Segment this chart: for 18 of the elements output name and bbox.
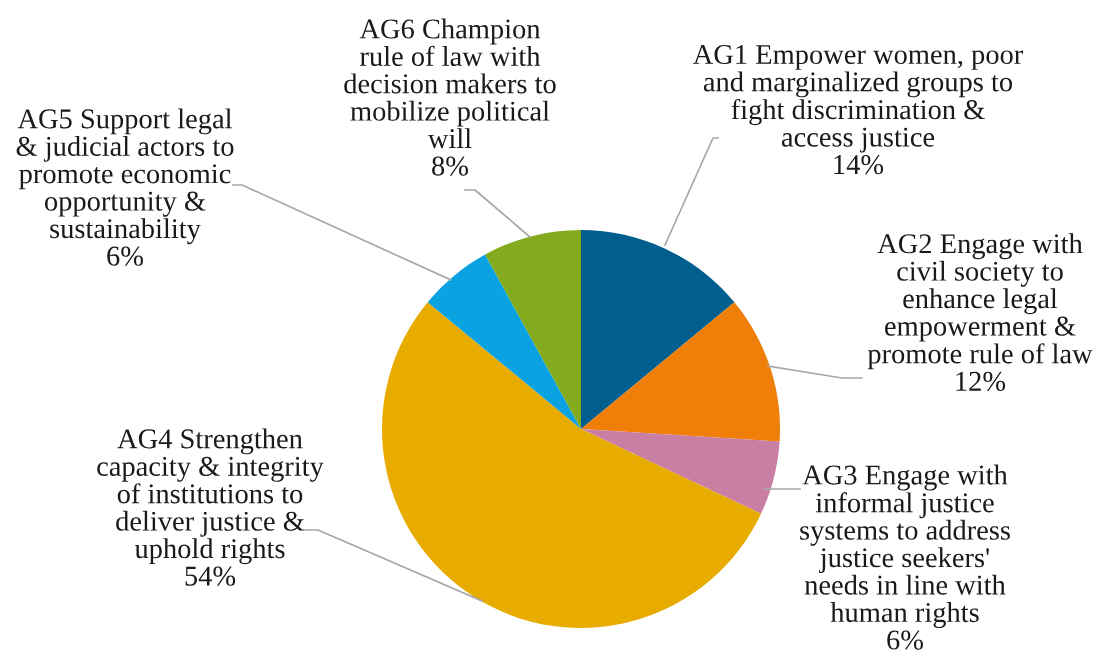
data-label: 12% xyxy=(956,371,1006,391)
pie-slice xyxy=(485,230,581,429)
data-label: 6% xyxy=(887,630,924,650)
data-label: 8% xyxy=(432,156,469,176)
slice-label: AG6 Champion rule of law with decision makers to mobilize political will xyxy=(344,18,556,149)
pie-slice xyxy=(581,429,780,514)
slice-label: AG5 Support legal & judicial actors to promote economic opportunity & sustainability xyxy=(16,108,234,245)
data-label: 14% xyxy=(834,154,884,175)
slice-label: AG1 Empower women, poor and marginalized groups to fight discrimination & access justice xyxy=(693,44,1024,153)
pie-slice xyxy=(427,254,581,429)
data-label: 54% xyxy=(185,566,236,586)
slice-label: AG3 Engage with informal justice systems to address justice seekers' needs in line with human rights xyxy=(800,464,1010,628)
pie-slice xyxy=(581,230,735,429)
data-label: 6% xyxy=(107,246,144,266)
pie-slice xyxy=(581,302,780,442)
pie-slice xyxy=(382,302,762,628)
slice-label: AG2 Engage with civil society to enhance legal empowerment & promote rule of law xyxy=(867,233,1093,370)
slice-label: AG4 Strengthen capacity & integrity of institutions to deliver justice & uphold rights xyxy=(97,428,324,565)
